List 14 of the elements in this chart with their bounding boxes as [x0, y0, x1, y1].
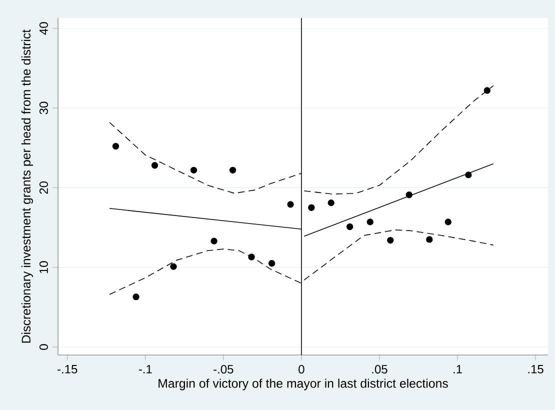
y-tick-label: 30: [39, 102, 48, 114]
y-tick-label: 10: [39, 261, 48, 274]
x-tick-label: 0: [298, 365, 304, 374]
x-tick-label: -.05: [214, 365, 234, 374]
y-tick-label: 20: [39, 181, 48, 194]
x-tick-label: .15: [528, 365, 544, 374]
y-axis-title: Discretionary investment grants per head from the district: [21, 30, 33, 343]
y-tick-label: 0: [39, 344, 48, 350]
x-tick-label: -.1: [138, 365, 152, 374]
x-tick-label: -.15: [58, 365, 78, 374]
y-tick-label: 40: [39, 22, 48, 35]
x-tick-label: .1: [454, 365, 462, 374]
x-tick-label: .05: [372, 365, 388, 374]
x-axis-title: Margin of victory of the mayor in last district elections: [158, 378, 448, 390]
